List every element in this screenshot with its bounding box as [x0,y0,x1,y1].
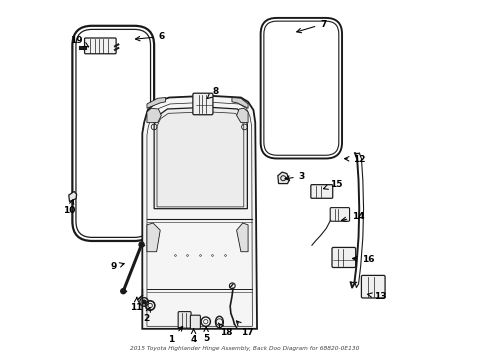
Text: 3: 3 [285,172,305,181]
Text: 14: 14 [341,212,364,221]
Text: 9: 9 [110,262,124,271]
Text: 11: 11 [130,297,142,312]
Text: 16: 16 [352,255,374,264]
Text: 2015 Toyota Highlander Hinge Assembly, Back Doo Diagram for 68820-0E130: 2015 Toyota Highlander Hinge Assembly, B… [129,346,359,351]
Circle shape [139,242,144,247]
Text: 12: 12 [344,155,365,164]
Ellipse shape [215,316,223,328]
Text: 4: 4 [190,329,196,344]
Polygon shape [147,223,160,252]
Text: 2: 2 [142,307,150,323]
Circle shape [121,289,125,294]
Polygon shape [236,108,247,123]
Text: 8: 8 [207,86,219,99]
Polygon shape [154,107,247,209]
FancyBboxPatch shape [192,93,212,115]
Text: 7: 7 [296,19,326,33]
FancyBboxPatch shape [190,315,200,329]
Text: 18: 18 [218,323,232,337]
FancyBboxPatch shape [361,275,384,298]
Text: 6: 6 [135,32,165,41]
Text: 17: 17 [236,321,253,337]
FancyBboxPatch shape [178,312,191,328]
Text: 1: 1 [167,327,183,344]
Text: 19: 19 [70,36,88,47]
Polygon shape [147,98,165,108]
FancyBboxPatch shape [329,208,349,221]
FancyBboxPatch shape [310,185,332,198]
Text: 15: 15 [323,180,342,189]
Polygon shape [147,108,161,123]
Text: 5: 5 [203,327,209,343]
Polygon shape [142,96,257,329]
FancyBboxPatch shape [331,247,355,267]
Circle shape [142,300,145,304]
Text: 10: 10 [63,200,76,215]
FancyBboxPatch shape [84,38,116,54]
Polygon shape [236,223,247,252]
Polygon shape [231,98,247,108]
Text: 13: 13 [367,292,386,301]
Polygon shape [277,172,289,184]
Polygon shape [69,192,77,202]
